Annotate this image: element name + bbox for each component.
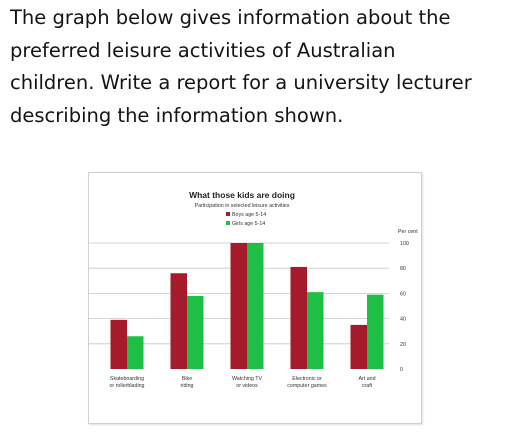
prompt-line: children. Write a report for a universit…	[10, 71, 472, 94]
y-tick-label: 20	[400, 342, 406, 348]
y-tick-label: 60	[400, 291, 406, 297]
bar-girls	[187, 295, 204, 369]
x-category-label: or rollerblading	[109, 383, 144, 389]
question-prompt: The graph below gives information about …	[10, 2, 506, 132]
x-category-label: computer games	[287, 383, 327, 389]
chart-title: What those kids are doing	[189, 190, 295, 200]
chart-panel: What those kids are doing Participation …	[88, 172, 422, 424]
x-category-label: or videos	[236, 383, 258, 389]
y-tick-label: 100	[400, 241, 409, 247]
x-category-label: Skateboarding	[110, 376, 144, 382]
legend-swatch-girls	[226, 221, 230, 225]
bar-boys	[350, 324, 367, 369]
prompt-line: preferred leisure activities of Australi…	[10, 38, 396, 62]
legend-label-girls: Girls age 5-14	[232, 221, 265, 227]
legend-label-boys: Boys age 5-14	[232, 212, 266, 218]
y-tick-label: 80	[400, 266, 406, 272]
bar-chart: What those kids are doing Participation …	[89, 190, 418, 389]
bar-girls	[247, 243, 264, 369]
bar-boys	[290, 266, 307, 369]
y-axis-ticks: 0 20 40 60 80 100	[400, 241, 409, 373]
bar-boys	[170, 273, 187, 369]
bars	[110, 243, 384, 369]
prompt-line: The graph below gives information about …	[10, 6, 451, 29]
prompt-line: describing the information shown.	[10, 103, 344, 127]
y-axis-title: Per cent	[398, 229, 418, 235]
bar-girls	[307, 292, 324, 369]
x-category-label: Bike	[182, 376, 192, 382]
x-category-label: Art and	[358, 376, 375, 382]
x-category-label: Electronic or	[292, 376, 322, 382]
bar-boys	[230, 243, 247, 369]
x-category-label: Watching TV	[232, 376, 262, 382]
y-tick-label: 40	[400, 317, 406, 323]
bar-girls	[127, 336, 144, 369]
bar-boys	[110, 319, 127, 369]
chart-subtitle: Participation in selected leisure activi…	[195, 203, 290, 209]
legend-swatch-boys	[226, 212, 230, 216]
x-category-label: craft	[362, 383, 373, 389]
y-tick-label: 0	[400, 367, 403, 373]
x-category-label: riding	[181, 383, 194, 389]
bar-girls	[367, 294, 384, 369]
